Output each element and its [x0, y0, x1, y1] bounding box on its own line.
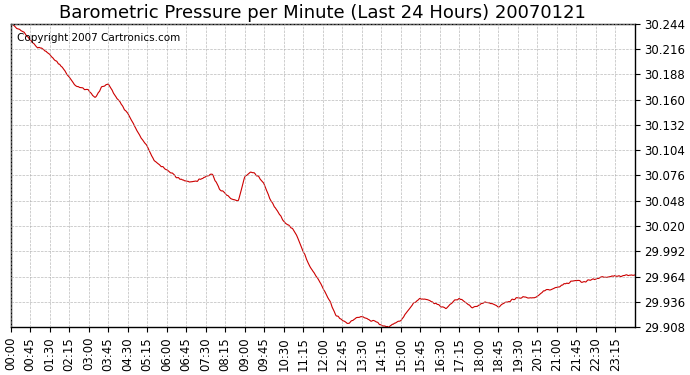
- Text: Copyright 2007 Cartronics.com: Copyright 2007 Cartronics.com: [17, 33, 180, 43]
- Title: Barometric Pressure per Minute (Last 24 Hours) 20070121: Barometric Pressure per Minute (Last 24 …: [59, 4, 586, 22]
